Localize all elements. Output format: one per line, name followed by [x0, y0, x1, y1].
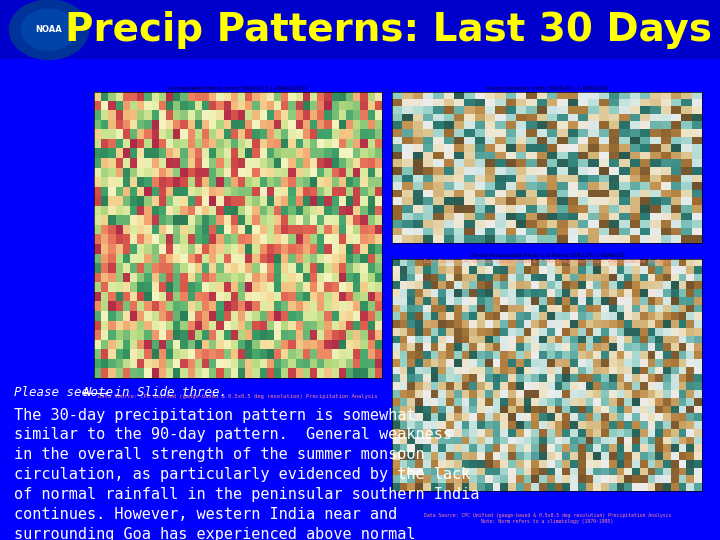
- Text: Data Source: CPC Unified (gauge-based & 0.5x0.5 deg resolution) Precipitation An: Data Source: CPC Unified (gauge-based & …: [98, 394, 377, 399]
- Title: 30-day Accumulated Precip % of Normal 30JUL20 | 1-28AUG20: 30-day Accumulated Precip % of Normal 30…: [470, 252, 624, 258]
- Text: Data Source: CPC Unified (gauge-based & 0.5x0.5 deg resolution) Precipitation An: Data Source: CPC Unified (gauge-based & …: [423, 513, 671, 524]
- Text: in Slide three.: in Slide three.: [107, 386, 227, 399]
- Text: Precip Patterns: Last 30 Days: Precip Patterns: Last 30 Days: [66, 11, 712, 49]
- Text: Note: Note: [83, 386, 113, 399]
- Title: Accumulated Precip (mm) 30JUL20 | 1-28AUG2011: Accumulated Precip (mm) 30JUL20 | 1-28AU…: [168, 85, 307, 91]
- Text: NOAA: NOAA: [35, 25, 63, 34]
- Text: Please see: Please see: [14, 386, 97, 399]
- FancyBboxPatch shape: [0, 0, 720, 59]
- Title: Precip Anomaly (mm) 30JUL20 | 1-28AUG20: Precip Anomaly (mm) 30JUL20 | 1-28AUG20: [487, 85, 608, 91]
- Text: Data Source: CPC Unified (gauge-based & 0.5x0.5 deg resolution) Precipitation An: Data Source: CPC Unified (gauge-based & …: [423, 259, 671, 264]
- Circle shape: [22, 9, 76, 50]
- Text: The 30-day precipitation pattern is somewhat
similar to the 90-day pattern.  Gen: The 30-day precipitation pattern is some…: [14, 408, 498, 540]
- Circle shape: [9, 0, 89, 59]
